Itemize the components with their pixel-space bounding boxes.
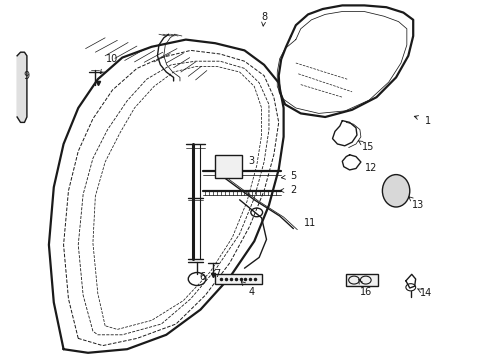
Text: 1: 1 xyxy=(413,116,430,126)
Text: 8: 8 xyxy=(261,12,266,26)
Text: 12: 12 xyxy=(365,163,377,174)
Text: 11: 11 xyxy=(304,218,316,228)
Text: 3: 3 xyxy=(248,156,254,166)
Text: 5: 5 xyxy=(281,171,296,181)
Text: 10: 10 xyxy=(100,54,119,73)
Bar xyxy=(215,274,261,284)
Text: 6: 6 xyxy=(200,272,205,282)
Bar xyxy=(215,155,242,178)
Text: 7: 7 xyxy=(214,269,220,279)
Text: 4: 4 xyxy=(241,282,254,297)
Polygon shape xyxy=(17,52,27,122)
Text: 14: 14 xyxy=(417,288,432,298)
Text: 16: 16 xyxy=(358,279,371,297)
Bar xyxy=(346,274,377,286)
Text: 13: 13 xyxy=(408,197,424,210)
Text: 9: 9 xyxy=(24,71,30,81)
Text: 2: 2 xyxy=(280,185,296,195)
Ellipse shape xyxy=(382,175,409,207)
Text: 15: 15 xyxy=(358,141,373,152)
